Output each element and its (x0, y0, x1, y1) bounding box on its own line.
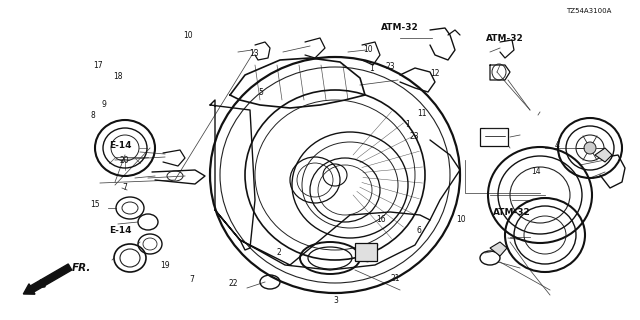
Text: 5: 5 (259, 88, 264, 97)
Text: ATM-32: ATM-32 (486, 34, 524, 43)
Text: 1: 1 (369, 64, 374, 73)
Text: 13: 13 (249, 49, 259, 58)
Text: TZ54A3100A: TZ54A3100A (566, 8, 611, 14)
Bar (355, 243, 377, 261)
Text: 17: 17 (93, 61, 103, 70)
Ellipse shape (584, 142, 596, 154)
Text: 10: 10 (456, 215, 466, 224)
FancyArrow shape (23, 264, 72, 294)
Text: FR.: FR. (72, 263, 92, 273)
Text: 20: 20 (120, 156, 130, 164)
Text: 16: 16 (376, 215, 386, 224)
Text: 8: 8 (90, 111, 95, 120)
Text: 14: 14 (531, 167, 541, 176)
Text: 21: 21 (391, 274, 400, 283)
Text: 18: 18 (114, 72, 123, 81)
Text: E-14: E-14 (109, 226, 131, 235)
Text: 10: 10 (182, 31, 193, 40)
Polygon shape (490, 242, 507, 256)
Text: 12: 12 (431, 69, 440, 78)
Polygon shape (595, 148, 612, 162)
Text: 11: 11 (418, 109, 427, 118)
Text: 19: 19 (160, 261, 170, 270)
Text: 22: 22 (229, 279, 238, 288)
Text: ATM-32: ATM-32 (381, 23, 419, 32)
Text: 7: 7 (189, 276, 195, 284)
Text: 23: 23 (385, 62, 396, 71)
Text: 3: 3 (333, 296, 339, 305)
Text: E-14: E-14 (109, 141, 131, 150)
Text: 1: 1 (405, 120, 410, 129)
Text: 10: 10 (363, 45, 373, 54)
Text: 15: 15 (90, 200, 100, 209)
Text: 2: 2 (276, 248, 281, 257)
Text: 6: 6 (417, 226, 422, 235)
Bar (480, 128, 508, 146)
Text: 4: 4 (554, 141, 559, 150)
Text: ATM-32: ATM-32 (493, 208, 531, 217)
Text: 23: 23 (410, 132, 420, 141)
Text: 7: 7 (122, 183, 127, 192)
Text: 9: 9 (101, 100, 106, 109)
